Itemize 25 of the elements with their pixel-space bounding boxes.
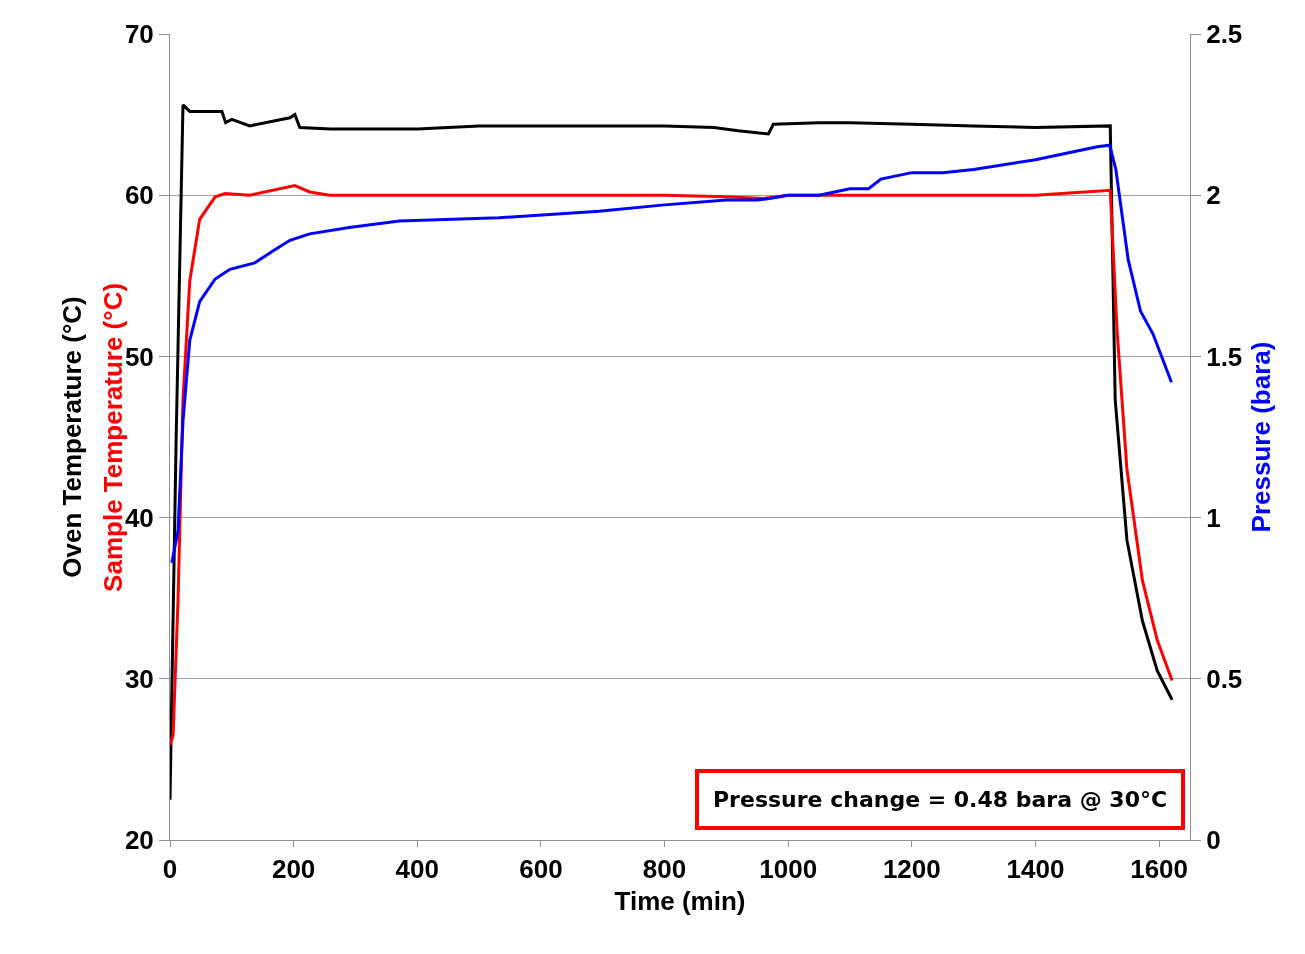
x-tick-label: 1200 bbox=[882, 854, 941, 885]
x-tick-label: 800 bbox=[642, 854, 687, 885]
y2-tick-label: 2 bbox=[1206, 180, 1221, 211]
y-axis-title: Oven Temperature (°C) bbox=[57, 296, 88, 578]
line-series bbox=[170, 184, 1174, 747]
x-tick-label: 200 bbox=[271, 854, 316, 885]
x-tick-label: 1400 bbox=[1006, 854, 1065, 885]
y-tick-label: 30 bbox=[124, 663, 154, 694]
y2-tick-label: 0 bbox=[1206, 825, 1221, 856]
x-tick-label: 400 bbox=[395, 854, 439, 885]
y2-tick-label: 2.5 bbox=[1206, 19, 1243, 50]
y-tick-label: 20 bbox=[124, 825, 154, 856]
x-tick-label: 1600 bbox=[1130, 854, 1189, 885]
y-tick-label: 60 bbox=[124, 180, 154, 211]
x-axis-title: Time (min) bbox=[614, 885, 746, 916]
x-tick-label: 0 bbox=[162, 854, 178, 885]
x-tick-label: 1000 bbox=[759, 854, 818, 885]
y2-tick-label: 1 bbox=[1206, 502, 1221, 533]
y2-tick-label: 1.5 bbox=[1206, 341, 1243, 372]
annotation: Pressure change = 0.48 bara @ 30°C bbox=[713, 787, 1168, 812]
y2-tick-label: 0.5 bbox=[1206, 663, 1243, 694]
line-series bbox=[170, 143, 1173, 565]
y-tick-label: 70 bbox=[124, 19, 154, 50]
x-tick-label: 600 bbox=[519, 854, 563, 885]
y2-axis-title: Pressure (bara) bbox=[1246, 341, 1277, 533]
